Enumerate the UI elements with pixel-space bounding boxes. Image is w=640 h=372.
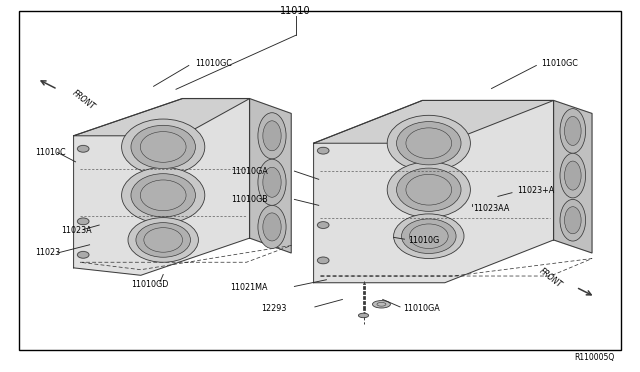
Ellipse shape — [258, 113, 286, 159]
Ellipse shape — [564, 207, 581, 234]
Ellipse shape — [560, 109, 586, 153]
Polygon shape — [314, 100, 554, 283]
Circle shape — [317, 222, 329, 228]
Polygon shape — [250, 99, 291, 253]
Ellipse shape — [263, 213, 281, 241]
Text: FRONT: FRONT — [70, 89, 97, 112]
Circle shape — [77, 218, 89, 225]
Polygon shape — [74, 99, 250, 136]
Polygon shape — [74, 99, 250, 275]
Polygon shape — [314, 100, 554, 143]
Ellipse shape — [387, 162, 470, 218]
Text: 11023+A: 11023+A — [517, 186, 554, 195]
Text: 11010: 11010 — [280, 6, 311, 16]
Ellipse shape — [401, 219, 456, 254]
Text: 11010GA: 11010GA — [231, 167, 268, 176]
Text: 11010GD: 11010GD — [131, 280, 168, 289]
Text: 11010G: 11010G — [408, 236, 440, 245]
Ellipse shape — [560, 153, 586, 198]
Ellipse shape — [258, 159, 286, 205]
Ellipse shape — [258, 205, 286, 248]
Ellipse shape — [397, 168, 461, 211]
Text: 11010GA: 11010GA — [403, 304, 440, 312]
Ellipse shape — [136, 222, 191, 257]
Text: 11021MA: 11021MA — [230, 283, 268, 292]
Ellipse shape — [263, 167, 281, 197]
Text: 11010GC: 11010GC — [195, 59, 232, 68]
Ellipse shape — [122, 119, 205, 175]
Ellipse shape — [131, 174, 195, 217]
Circle shape — [77, 145, 89, 152]
Ellipse shape — [394, 214, 464, 259]
Polygon shape — [554, 100, 592, 253]
Ellipse shape — [560, 199, 586, 241]
Ellipse shape — [387, 115, 470, 171]
Ellipse shape — [372, 301, 390, 308]
Ellipse shape — [122, 167, 205, 223]
Circle shape — [317, 147, 329, 154]
Text: FRONT: FRONT — [538, 266, 564, 289]
Text: 11010GB: 11010GB — [231, 195, 268, 204]
Circle shape — [317, 257, 329, 264]
Text: R110005Q: R110005Q — [574, 353, 614, 362]
Ellipse shape — [564, 116, 581, 145]
Ellipse shape — [397, 122, 461, 165]
Text: 11010GC: 11010GC — [541, 59, 578, 68]
Ellipse shape — [564, 161, 581, 190]
Text: 11010C: 11010C — [35, 148, 66, 157]
Ellipse shape — [128, 218, 198, 262]
Text: 11023AA: 11023AA — [474, 204, 510, 213]
Circle shape — [77, 251, 89, 258]
Text: 11023A: 11023A — [61, 226, 92, 235]
Ellipse shape — [358, 313, 369, 318]
Ellipse shape — [263, 121, 281, 151]
Text: 12293: 12293 — [261, 304, 287, 312]
Text: 11023: 11023 — [35, 248, 60, 257]
Ellipse shape — [131, 125, 195, 169]
